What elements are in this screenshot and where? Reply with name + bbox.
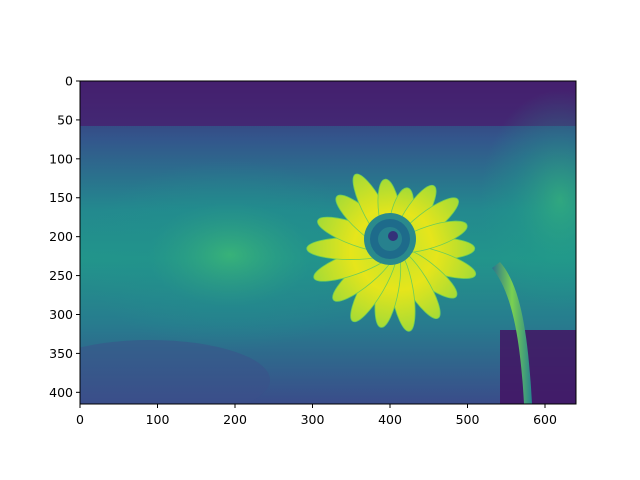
- x-tick-label: 500: [456, 412, 480, 427]
- x-tick-label: 400: [378, 412, 402, 427]
- x-tick-label: 0: [76, 412, 84, 427]
- y-tick-label: 250: [49, 268, 73, 283]
- y-tick-label: 350: [49, 346, 73, 361]
- y-tick-label: 50: [57, 112, 73, 127]
- x-tick-label: 100: [146, 412, 170, 427]
- heatmap-image: [80, 81, 576, 404]
- y-tick-label: 300: [49, 307, 73, 322]
- y-tick-label: 0: [65, 74, 73, 89]
- x-tick-label: 300: [301, 412, 325, 427]
- y-tick-label: 400: [49, 385, 73, 400]
- y-axis: 0 50 100 150 200 250 300 350 400: [49, 74, 80, 400]
- plot-frame: [79, 80, 577, 405]
- x-tick-label: 200: [223, 412, 247, 427]
- x-tick-label: 600: [533, 412, 557, 427]
- x-axis: 0 100 200 300 400 500 600: [76, 404, 557, 427]
- y-tick-label: 100: [49, 151, 73, 166]
- y-tick-label: 150: [49, 190, 73, 205]
- y-tick-label: 200: [49, 229, 73, 244]
